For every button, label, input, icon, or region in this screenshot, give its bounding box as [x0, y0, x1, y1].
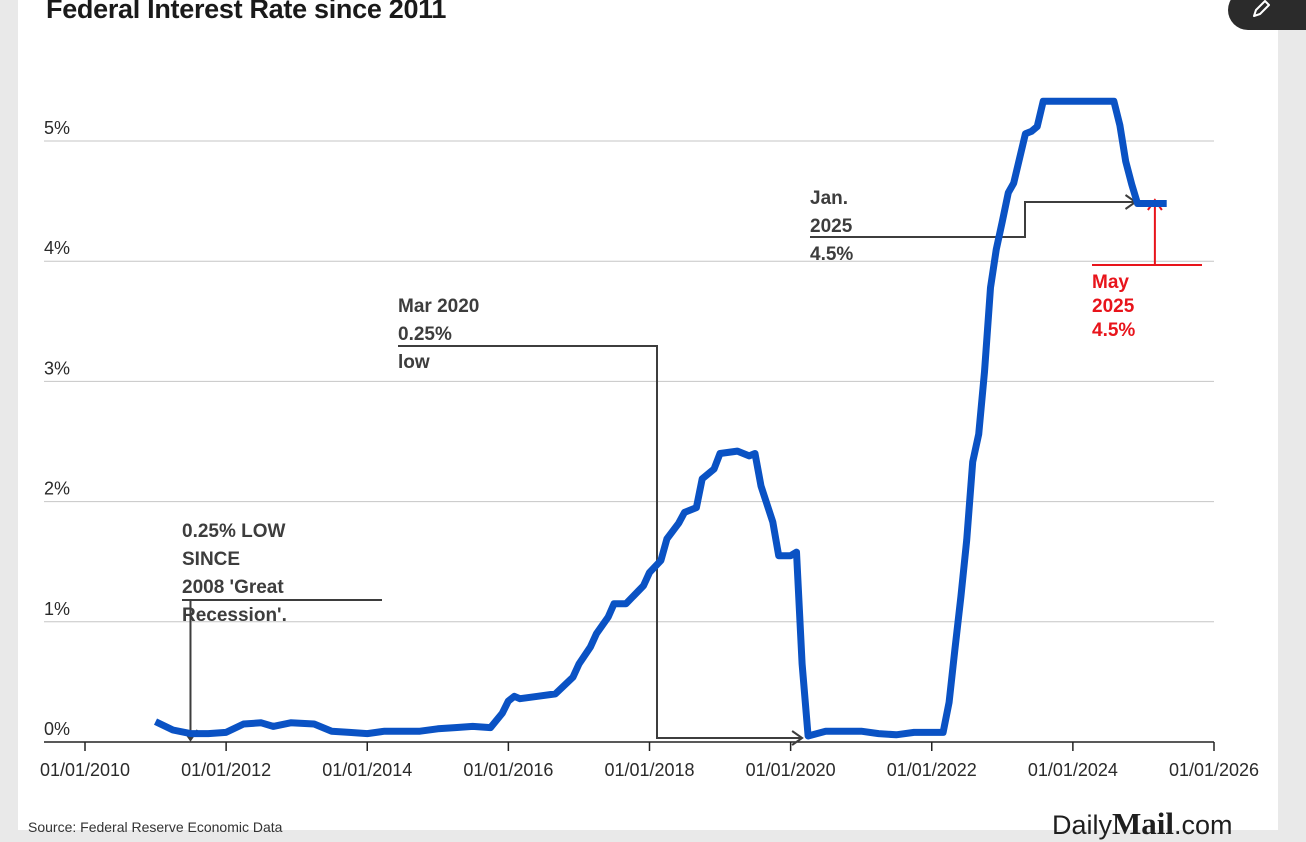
x-tick-label: 01/01/2018 [604, 760, 694, 780]
x-tick-label: 01/01/2010 [40, 760, 130, 780]
brand-logo: DailyMail.com [1052, 806, 1233, 842]
x-tick-label: 01/01/2026 [1169, 760, 1259, 780]
annotation-text-low-2011: SINCE [182, 549, 240, 570]
grid-lines [44, 140, 1214, 623]
annotation-leader-jan-2025 [810, 201, 1136, 238]
annotation-text-jan-2025: 2025 [810, 216, 853, 237]
y-tick-label: 5% [44, 118, 70, 138]
y-tick-label: 1% [44, 599, 70, 619]
brand-suffix: .com [1174, 810, 1233, 840]
annotation-text-mar-2020: low [398, 352, 430, 373]
y-tick-label: 0% [44, 719, 70, 739]
y-tick-label: 2% [44, 479, 70, 499]
edit-tab[interactable] [1228, 0, 1306, 30]
axes: 0% 1% 2% 3% 4% 5% 01/01/2010 01/01/2012 01/01/20… [40, 118, 1259, 780]
x-tick-label: 01/01/2014 [322, 760, 412, 780]
brand-middle: Mail [1112, 806, 1175, 841]
x-tick-label: 01/01/2016 [463, 760, 553, 780]
annotation-leader-mar-2020 [398, 345, 803, 739]
brand-prefix: Daily [1052, 810, 1113, 840]
y-tick-label: 4% [44, 238, 70, 258]
annotation-text-may-2025: May [1092, 272, 1129, 293]
x-tick-label: 01/01/2012 [181, 760, 271, 780]
annotation-text-jan-2025: Jan. [810, 188, 848, 209]
annotation-text-low-2011: 0.25% LOW [182, 521, 286, 542]
x-tick-label: 01/01/2024 [1028, 760, 1118, 780]
rate-line [153, 97, 1167, 740]
pencil-icon [1253, 0, 1270, 17]
x-tick-label: 01/01/2020 [746, 760, 836, 780]
annotation-text-mar-2020: Mar 2020 [398, 296, 479, 317]
annotation-text-may-2025: 2025 [1092, 296, 1135, 317]
annotation-text-low-2011: 2008 'Great [182, 577, 284, 598]
source-note: Source: Federal Reserve Economic Data [28, 819, 283, 835]
annotation-text-mar-2020: 0.25% [398, 324, 452, 345]
annotation-text-jan-2025: 4.5% [810, 244, 853, 265]
annotation-text-may-2025: 4.5% [1092, 320, 1135, 341]
chart-title: Federal Interest Rate since 2011 [46, 0, 447, 24]
y-tick-label: 3% [44, 358, 70, 378]
x-tick-label: 01/01/2022 [887, 760, 977, 780]
annotation-leader-may-2025 [1092, 200, 1202, 266]
annotation-leader-low-2011 [182, 599, 382, 740]
annotations: 0.25% LOW SINCE 2008 'Great Recession'. Mar … [182, 188, 1202, 746]
arrow-head [791, 730, 804, 746]
annotation-text-low-2011: Recession'. [182, 605, 287, 626]
chart-card: Federal Interest Rate since 2011 [18, 0, 1306, 830]
